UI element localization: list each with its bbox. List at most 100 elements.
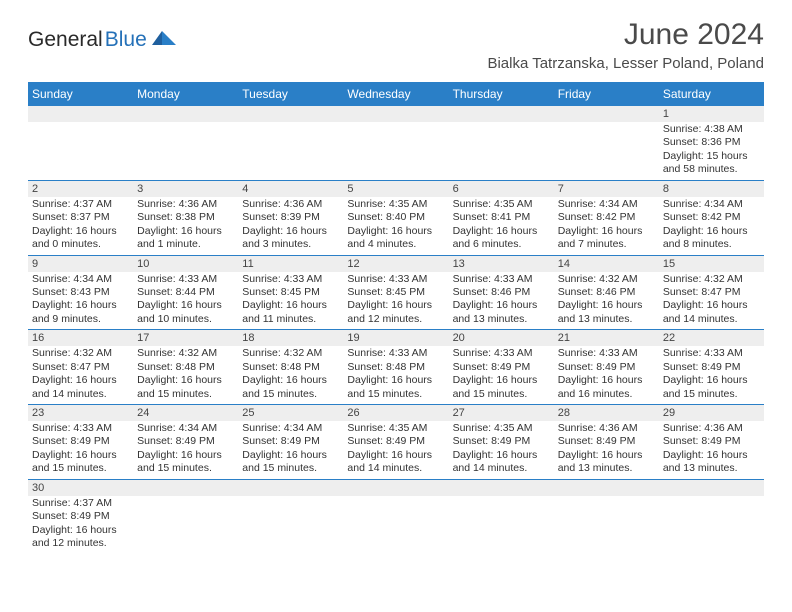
day-number: 22 xyxy=(659,330,764,347)
sunrise-text: Sunrise: 4:34 AM xyxy=(663,198,760,211)
sunset-text: Sunset: 8:49 PM xyxy=(453,361,550,374)
daylight-text: and 15 minutes. xyxy=(137,462,234,475)
daylight-text: and 14 minutes. xyxy=(32,388,129,401)
daynum-row: 1 xyxy=(28,106,764,122)
day-number: 1 xyxy=(659,106,764,122)
daylight-text: and 13 minutes. xyxy=(558,313,655,326)
daylight-text: Daylight: 16 hours xyxy=(242,225,339,238)
day-cell: Sunrise: 4:36 AMSunset: 8:39 PMDaylight:… xyxy=(238,197,343,255)
daylight-text: Daylight: 16 hours xyxy=(32,524,129,537)
day-cell: Sunrise: 4:33 AMSunset: 8:46 PMDaylight:… xyxy=(449,272,554,330)
sunrise-text: Sunrise: 4:35 AM xyxy=(453,422,550,435)
day-cell: Sunrise: 4:32 AMSunset: 8:47 PMDaylight:… xyxy=(28,346,133,404)
daylight-text: Daylight: 16 hours xyxy=(453,449,550,462)
calendar-page: GeneralBlue June 2024 Bialka Tatrzanska,… xyxy=(0,0,792,554)
sunset-text: Sunset: 8:49 PM xyxy=(663,435,760,448)
sunrise-text: Sunrise: 4:35 AM xyxy=(347,198,444,211)
sunset-text: Sunset: 8:44 PM xyxy=(137,286,234,299)
day-number: 6 xyxy=(449,180,554,197)
day-number: 12 xyxy=(343,255,448,272)
daylight-text: Daylight: 16 hours xyxy=(453,225,550,238)
day-number: 23 xyxy=(28,405,133,422)
location-subtitle: Bialka Tatrzanska, Lesser Poland, Poland xyxy=(487,55,764,72)
sunrise-text: Sunrise: 4:33 AM xyxy=(453,273,550,286)
daylight-text: Daylight: 16 hours xyxy=(453,299,550,312)
sunrise-text: Sunrise: 4:33 AM xyxy=(558,347,655,360)
day-cell: Sunrise: 4:34 AMSunset: 8:49 PMDaylight:… xyxy=(238,421,343,479)
sunset-text: Sunset: 8:42 PM xyxy=(558,211,655,224)
daylight-text: and 16 minutes. xyxy=(558,388,655,401)
sunrise-text: Sunrise: 4:35 AM xyxy=(453,198,550,211)
daylight-text: and 14 minutes. xyxy=(663,313,760,326)
day-cell: Sunrise: 4:32 AMSunset: 8:48 PMDaylight:… xyxy=(238,346,343,404)
week-row: Sunrise: 4:34 AMSunset: 8:43 PMDaylight:… xyxy=(28,272,764,330)
daylight-text: Daylight: 16 hours xyxy=(453,374,550,387)
logo: GeneralBlue xyxy=(28,18,176,52)
day-number: 21 xyxy=(554,330,659,347)
sunset-text: Sunset: 8:49 PM xyxy=(32,510,129,523)
sunrise-text: Sunrise: 4:34 AM xyxy=(558,198,655,211)
daylight-text: and 15 minutes. xyxy=(137,388,234,401)
weekday-header: Friday xyxy=(554,82,659,106)
day-cell: Sunrise: 4:35 AMSunset: 8:40 PMDaylight:… xyxy=(343,197,448,255)
daylight-text: and 4 minutes. xyxy=(347,238,444,251)
day-cell: Sunrise: 4:38 AMSunset: 8:36 PMDaylight:… xyxy=(659,122,764,180)
sunrise-text: Sunrise: 4:32 AM xyxy=(558,273,655,286)
daynum-row: 2345678 xyxy=(28,180,764,197)
daylight-text: Daylight: 16 hours xyxy=(663,374,760,387)
weekday-header: Saturday xyxy=(659,82,764,106)
sunset-text: Sunset: 8:41 PM xyxy=(453,211,550,224)
sunrise-text: Sunrise: 4:33 AM xyxy=(347,347,444,360)
day-cell: Sunrise: 4:35 AMSunset: 8:49 PMDaylight:… xyxy=(449,421,554,479)
sunrise-text: Sunrise: 4:33 AM xyxy=(347,273,444,286)
day-number xyxy=(343,479,448,496)
day-number: 20 xyxy=(449,330,554,347)
day-cell xyxy=(28,122,133,180)
sunrise-text: Sunrise: 4:36 AM xyxy=(663,422,760,435)
daylight-text: and 13 minutes. xyxy=(453,313,550,326)
day-number: 7 xyxy=(554,180,659,197)
sunset-text: Sunset: 8:38 PM xyxy=(137,211,234,224)
weekday-header-row: Sunday Monday Tuesday Wednesday Thursday… xyxy=(28,82,764,106)
day-cell: Sunrise: 4:32 AMSunset: 8:48 PMDaylight:… xyxy=(133,346,238,404)
day-number: 28 xyxy=(554,405,659,422)
daylight-text: and 6 minutes. xyxy=(453,238,550,251)
logo-text-blue: Blue xyxy=(105,28,147,52)
day-cell: Sunrise: 4:34 AMSunset: 8:42 PMDaylight:… xyxy=(659,197,764,255)
sunrise-text: Sunrise: 4:33 AM xyxy=(453,347,550,360)
weekday-header: Monday xyxy=(133,82,238,106)
day-cell xyxy=(554,496,659,554)
day-number xyxy=(28,106,133,122)
day-number xyxy=(554,106,659,122)
sunset-text: Sunset: 8:49 PM xyxy=(32,435,129,448)
week-row: Sunrise: 4:33 AMSunset: 8:49 PMDaylight:… xyxy=(28,421,764,479)
sunrise-text: Sunrise: 4:36 AM xyxy=(558,422,655,435)
daylight-text: Daylight: 16 hours xyxy=(32,299,129,312)
day-number: 24 xyxy=(133,405,238,422)
daylight-text: and 13 minutes. xyxy=(663,462,760,475)
day-number: 18 xyxy=(238,330,343,347)
daylight-text: Daylight: 16 hours xyxy=(137,299,234,312)
day-number: 4 xyxy=(238,180,343,197)
day-number xyxy=(238,106,343,122)
daylight-text: and 15 minutes. xyxy=(242,462,339,475)
week-row: Sunrise: 4:32 AMSunset: 8:47 PMDaylight:… xyxy=(28,346,764,404)
week-row: Sunrise: 4:37 AMSunset: 8:49 PMDaylight:… xyxy=(28,496,764,554)
day-number: 19 xyxy=(343,330,448,347)
day-cell: Sunrise: 4:36 AMSunset: 8:49 PMDaylight:… xyxy=(554,421,659,479)
day-cell: Sunrise: 4:33 AMSunset: 8:49 PMDaylight:… xyxy=(659,346,764,404)
daylight-text: and 3 minutes. xyxy=(242,238,339,251)
sunrise-text: Sunrise: 4:34 AM xyxy=(137,422,234,435)
sunset-text: Sunset: 8:47 PM xyxy=(663,286,760,299)
day-number: 9 xyxy=(28,255,133,272)
header: GeneralBlue June 2024 Bialka Tatrzanska,… xyxy=(28,18,764,72)
sunrise-text: Sunrise: 4:32 AM xyxy=(663,273,760,286)
day-cell: Sunrise: 4:33 AMSunset: 8:49 PMDaylight:… xyxy=(554,346,659,404)
day-number xyxy=(554,479,659,496)
daylight-text: Daylight: 16 hours xyxy=(242,299,339,312)
sunrise-text: Sunrise: 4:36 AM xyxy=(242,198,339,211)
day-number xyxy=(449,106,554,122)
weekday-header: Tuesday xyxy=(238,82,343,106)
sunrise-text: Sunrise: 4:32 AM xyxy=(32,347,129,360)
day-number xyxy=(238,479,343,496)
